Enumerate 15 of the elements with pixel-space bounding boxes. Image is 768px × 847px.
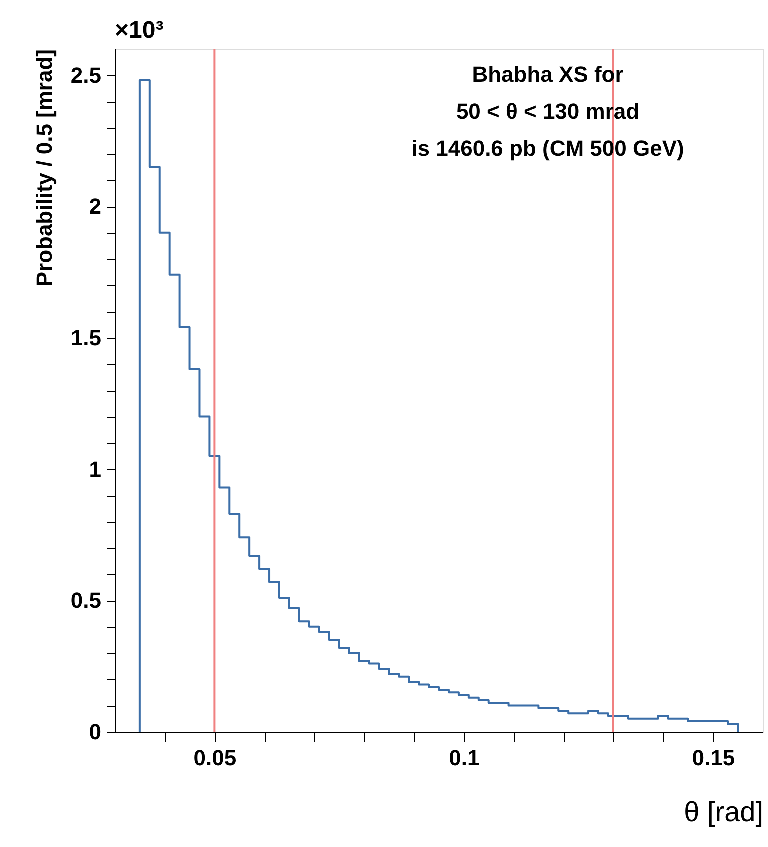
y-tick-label: 2.5 [70,62,102,88]
annotation: is 1460.6 pb (CM 500 GeV) [412,136,684,161]
y-tick-label: 1.5 [70,325,102,350]
x-tick-label: 0.05 [194,746,237,770]
y-axis-title: Probability / 0.5 [mrad] [32,50,57,287]
x-tick-label: 0.1 [449,746,480,770]
x-axis-title: θ [rad] [684,796,764,828]
text: ×10³ [115,17,164,44]
x-tick-label: 0.15 [692,746,736,770]
y-tick-label: 2 [89,194,102,220]
y-tick-label: 1 [89,456,102,482]
y-tick-label: 0 [89,720,102,744]
annotation: 50 < θ < 130 mrad [456,99,640,124]
y-tick-label: 0.5 [70,588,102,614]
annotation: Bhabha XS for [472,62,624,87]
